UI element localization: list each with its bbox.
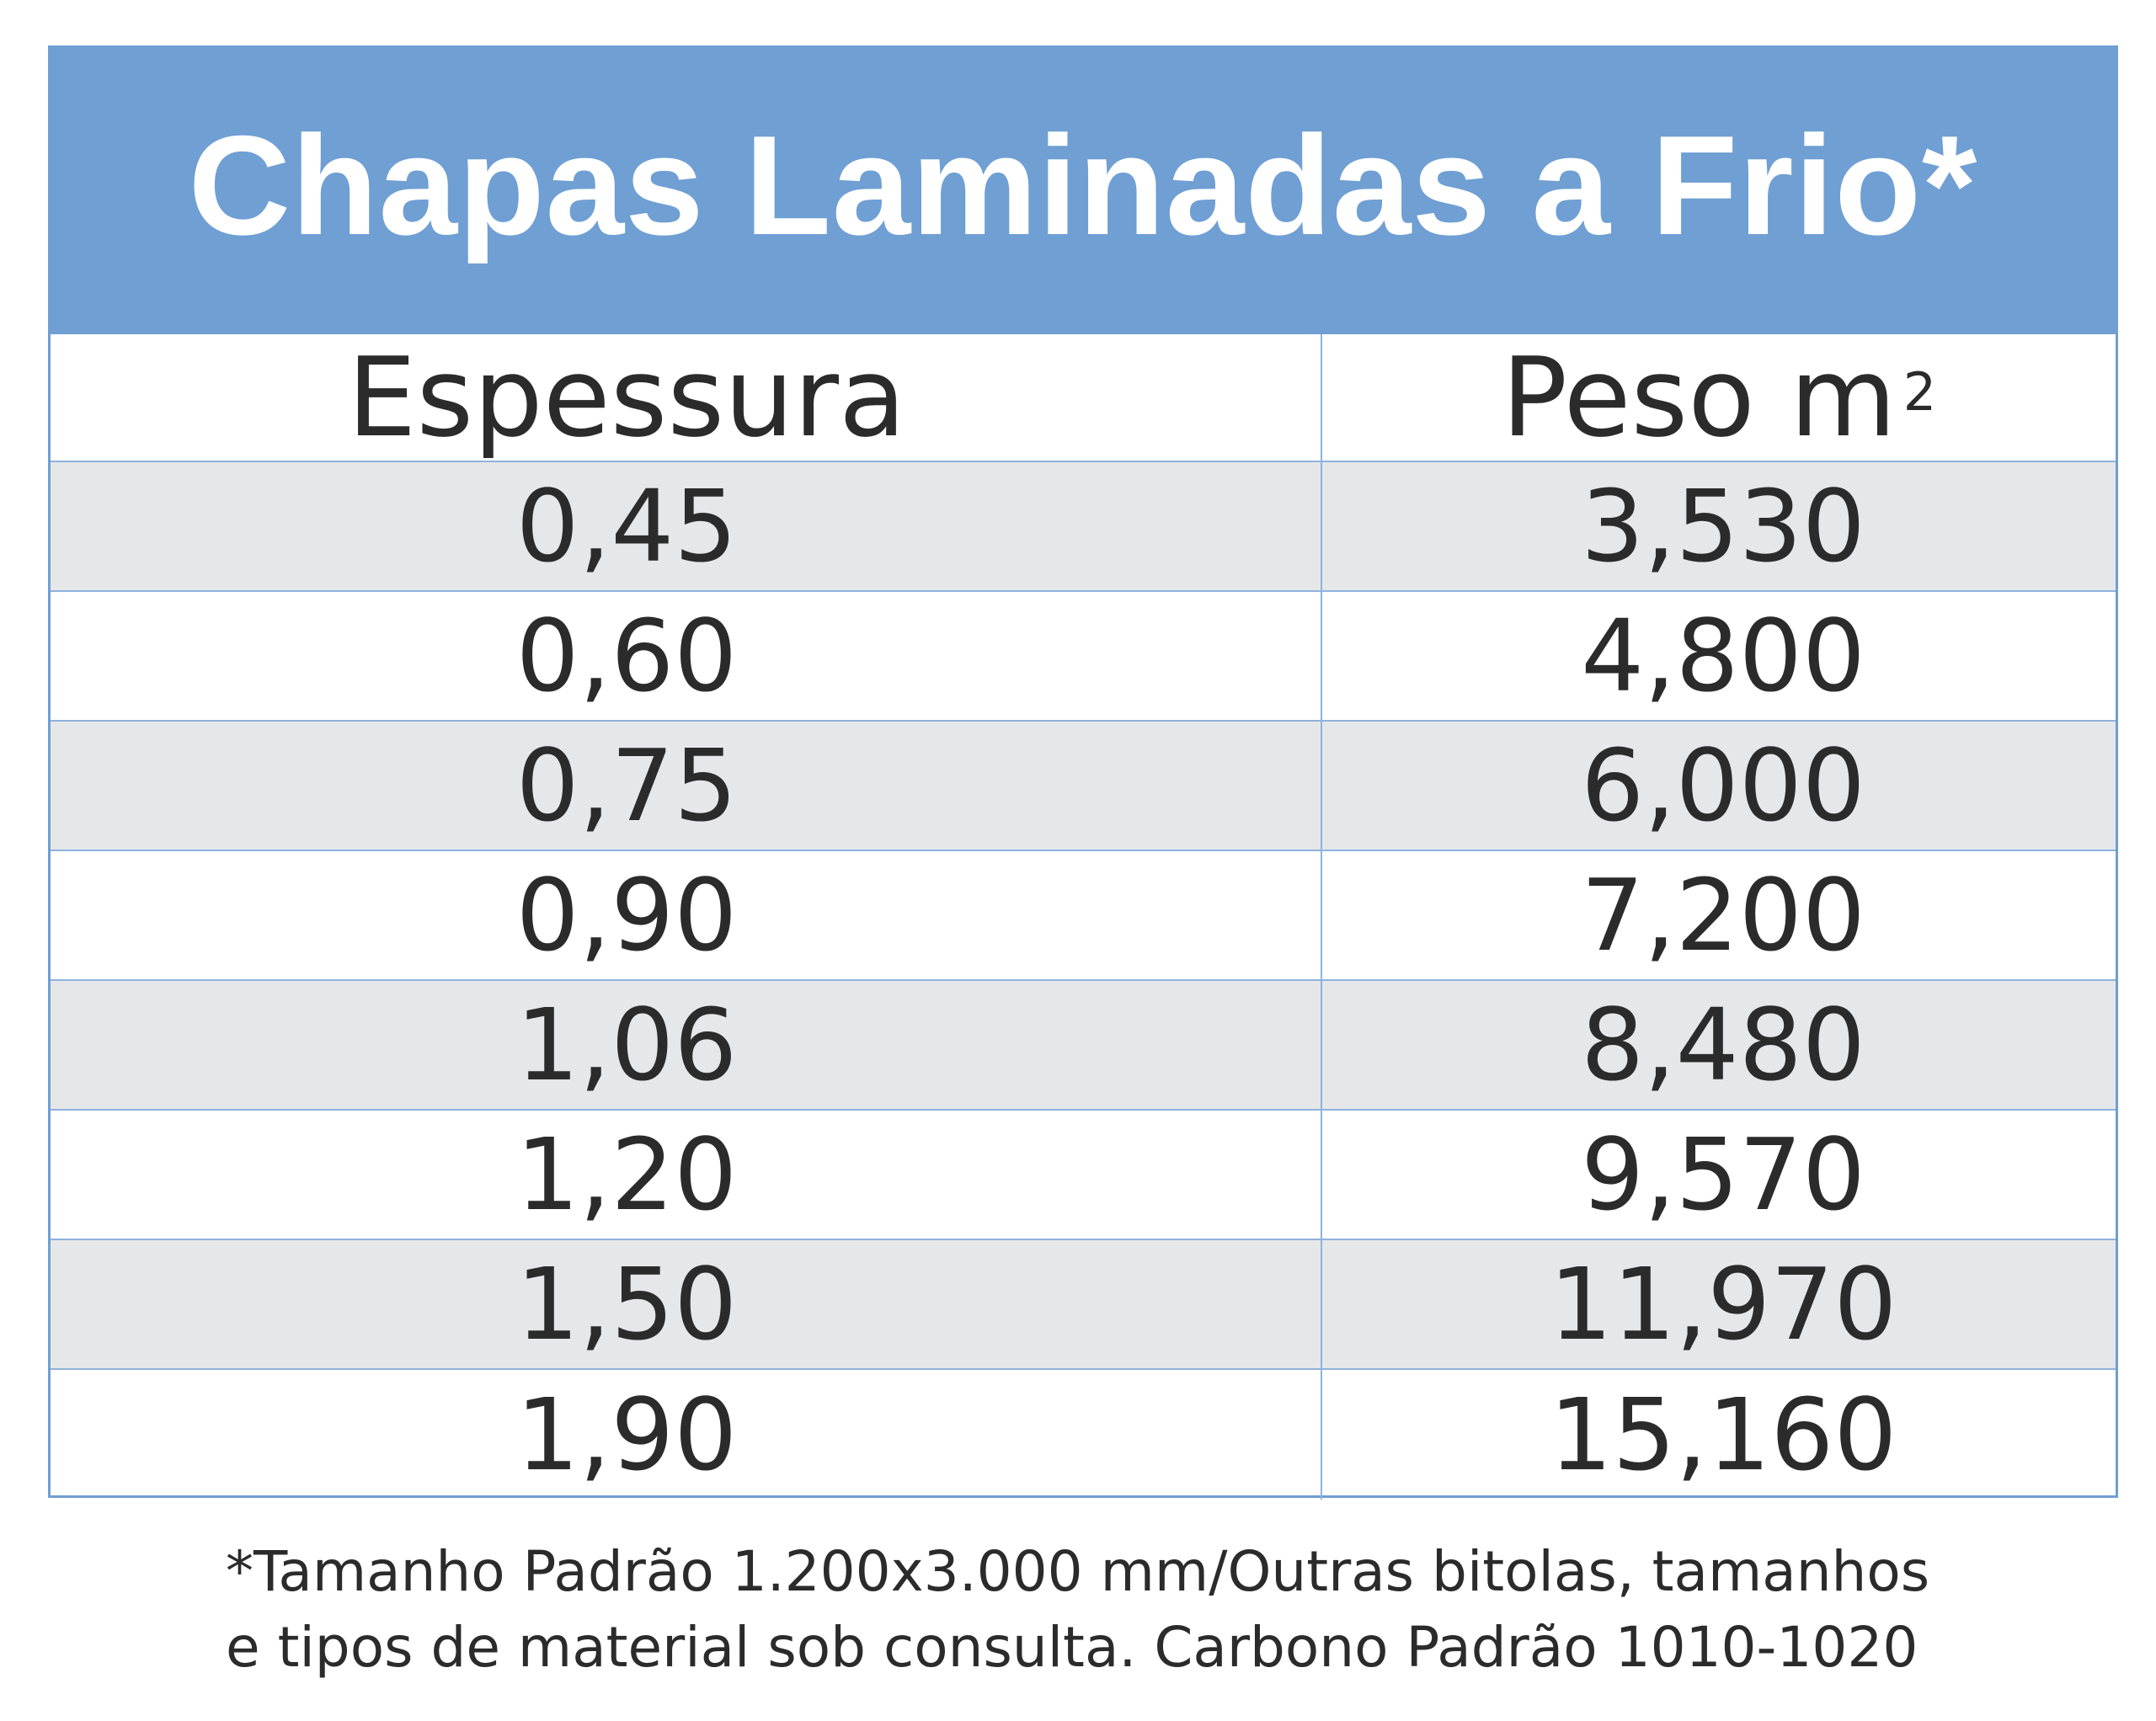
table-row: 1,50 11,970 [51, 1240, 2116, 1370]
product-table: Chapas Laminadas a Frio* Espessura Peso … [48, 45, 2118, 1500]
table-row: 0,90 7,200 [51, 851, 2116, 981]
cell-thickness: 1,20 [51, 1111, 1322, 1239]
table-row: 1,90 15,160 [51, 1370, 2116, 1500]
cell-thickness: 1,50 [51, 1240, 1322, 1368]
cell-weight: 6,000 [1581, 727, 1865, 844]
footnote-line-2: e tipos de material sob consulta. Carbon… [226, 1615, 1919, 1680]
header-thickness: Espessura [51, 334, 1322, 461]
cell-weight: 11,970 [1549, 1246, 1897, 1362]
table-row: 1,20 9,570 [51, 1111, 2116, 1240]
table-row: 1,06 8,480 [51, 981, 2116, 1111]
cell-weight: 7,200 [1581, 857, 1865, 973]
footnote: *Tamanho Padrão 1.200x3.000 mm/Outras bi… [226, 1534, 1994, 1686]
footnote-line-1: *Tamanho Padrão 1.200x3.000 mm/Outras bi… [226, 1539, 1930, 1604]
header-weight-label: Peso m [1501, 333, 1897, 461]
table-row: 0,75 6,000 [51, 722, 2116, 851]
table-title: Chapas Laminadas a Frio* [188, 106, 1978, 264]
header-weight-superscript: 2 [1903, 361, 1937, 423]
cell-weight: 4,800 [1581, 598, 1865, 714]
cell-weight: 3,530 [1581, 468, 1865, 584]
cell-thickness: 0,45 [51, 462, 1322, 590]
cell-weight: 9,570 [1581, 1116, 1865, 1233]
cell-thickness: 0,60 [51, 592, 1322, 720]
table-title-bar: Chapas Laminadas a Frio* [51, 48, 2116, 334]
cell-thickness: 0,75 [51, 722, 1322, 850]
cell-thickness: 1,90 [51, 1370, 1322, 1500]
cell-thickness: 1,06 [51, 981, 1322, 1109]
cell-weight: 15,160 [1549, 1377, 1897, 1493]
table-row: 0,60 4,800 [51, 592, 2116, 722]
cell-thickness: 0,90 [51, 851, 1322, 979]
cell-weight: 8,480 [1581, 987, 1865, 1103]
table-row: 0,45 3,530 [51, 462, 2116, 592]
